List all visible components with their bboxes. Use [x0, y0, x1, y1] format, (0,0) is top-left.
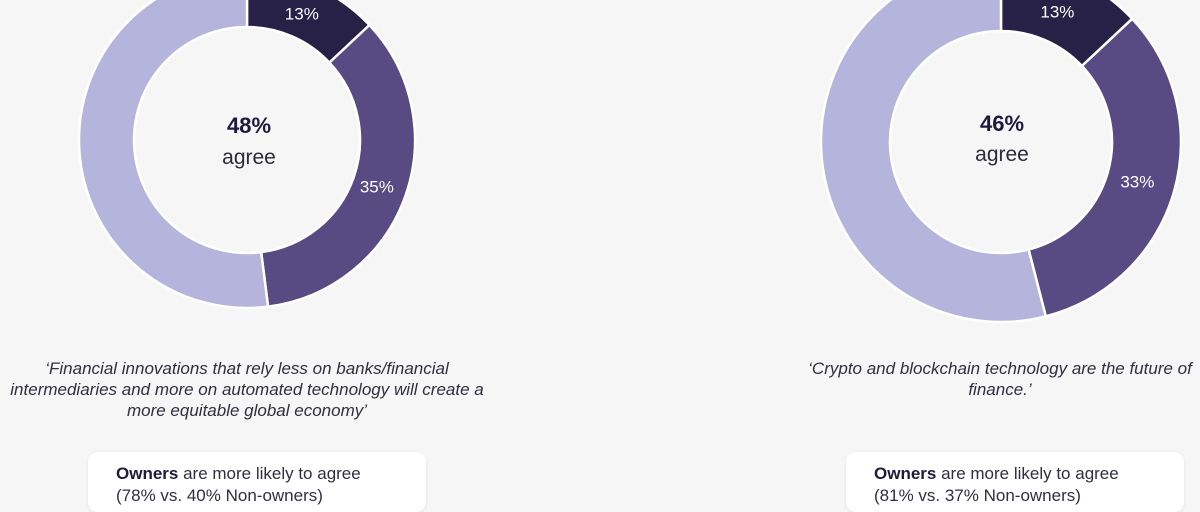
- donut-slice-1: [1027, 17, 1183, 318]
- donut-chart-right: 46% agree 13% 33%: [819, 0, 1183, 324]
- note-text: are more likely to agree: [936, 464, 1119, 483]
- center-label: agree: [975, 143, 1029, 166]
- slice-label-0: 13%: [285, 4, 319, 23]
- chart-panel-right: 46% agree 13% 33% ‘Crypto and blockchain …: [740, 0, 1200, 512]
- chart-quote: ‘Financial innovations that rely less on…: [10, 359, 484, 420]
- center-value: 46%: [980, 111, 1024, 136]
- note-sub: (81% vs. 37% Non-owners): [874, 486, 1081, 505]
- note-sub: (78% vs. 40% Non-owners): [116, 486, 323, 505]
- note-emphasis: Owners: [874, 464, 937, 483]
- owners-note: Owners are more likely to agree (78% vs.…: [88, 452, 426, 512]
- center-value: 48%: [227, 113, 271, 138]
- chart-panel-left: 48% agree 13% 35% ‘Financial innovations …: [0, 0, 520, 512]
- owners-note: Owners are more likely to agree (81% vs.…: [846, 452, 1184, 512]
- slice-label-1: 33%: [1120, 173, 1154, 192]
- donut-slice-2: [77, 0, 270, 310]
- slice-label-1: 35%: [360, 178, 394, 197]
- note-emphasis: Owners: [116, 464, 179, 483]
- donut-slice-2: [819, 0, 1048, 324]
- chart-quote: ‘Crypto and blockchain technology are th…: [808, 359, 1192, 399]
- note-text: are more likely to agree: [178, 464, 361, 483]
- slice-label-0: 13%: [1040, 3, 1074, 22]
- donut-slice-1: [259, 23, 417, 309]
- donut-chart-left: 48% agree 13% 35%: [77, 0, 417, 310]
- center-label: agree: [222, 146, 276, 169]
